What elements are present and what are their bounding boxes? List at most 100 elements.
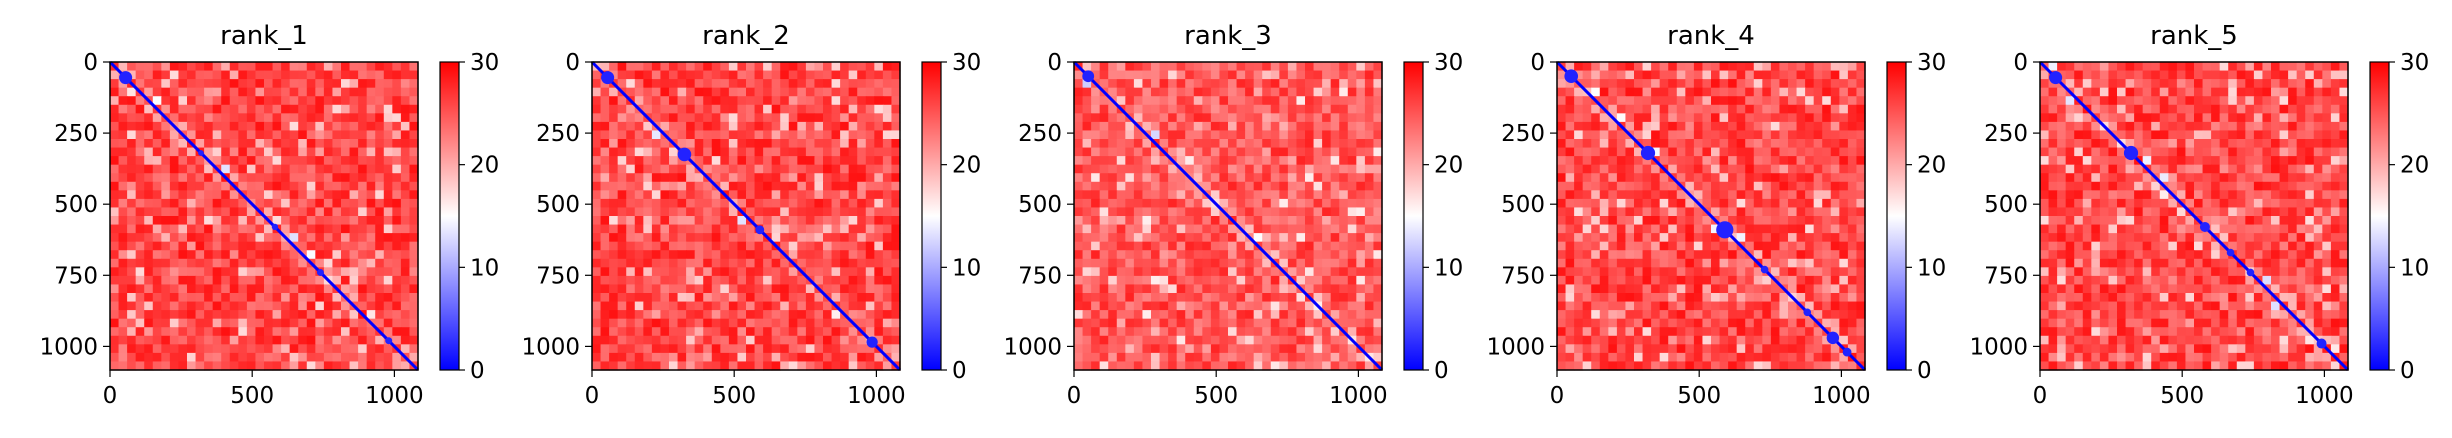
heatmap-cell	[281, 207, 291, 217]
heatmap-cell	[1634, 241, 1644, 251]
heatmap-cell	[1856, 198, 1866, 209]
heatmap-cell	[349, 310, 359, 320]
heatmap-cell	[1091, 310, 1101, 320]
heatmap-cell	[144, 121, 154, 132]
colorbar-gradient	[439, 61, 460, 371]
heatmap-cell	[255, 258, 265, 268]
heatmap-cell	[1847, 267, 1858, 277]
heatmap-cell	[118, 173, 128, 183]
heatmap-cell	[754, 147, 764, 157]
heatmap-cell	[1253, 318, 1263, 328]
heatmap-cell	[110, 104, 120, 114]
heatmap-cell	[1805, 293, 1815, 303]
heatmap-cell	[204, 224, 214, 234]
heatmap-cell	[1642, 104, 1652, 114]
heatmap-cell	[1219, 335, 1229, 345]
heatmap-cell	[1262, 241, 1272, 251]
heatmap-cell	[831, 130, 841, 140]
heatmap-cell	[1659, 293, 1669, 303]
heatmap-cell	[1796, 87, 1806, 97]
heatmap-cell	[332, 361, 342, 371]
heatmap-cell	[694, 267, 704, 277]
heatmap-cell	[1219, 190, 1229, 200]
heatmap-cell	[1364, 327, 1375, 337]
heatmap-cell	[332, 181, 342, 191]
heatmap-cell	[1599, 284, 1609, 294]
heatmap-cell	[1168, 130, 1178, 140]
heatmap-cell	[1719, 258, 1729, 268]
heatmap-cell	[1839, 147, 1849, 157]
heatmap-cell	[848, 147, 858, 157]
heatmap-cell	[323, 113, 334, 123]
heatmap-cell	[1856, 130, 1866, 140]
heatmap-cell	[1296, 121, 1306, 132]
heatmap-cell	[1625, 207, 1635, 217]
heatmap-cell	[238, 121, 248, 132]
heatmap-cell	[1591, 164, 1601, 174]
heatmap-cell	[1728, 96, 1738, 106]
heatmap-cell	[409, 156, 419, 166]
heatmap-cell	[255, 96, 265, 106]
heatmap-cell	[375, 352, 385, 363]
heatmap-cell	[1091, 173, 1101, 183]
heatmap-cell	[1116, 70, 1126, 80]
heatmap-cell	[1168, 284, 1178, 294]
heatmap-cell	[323, 121, 334, 132]
heatmap-cell	[763, 79, 773, 89]
heatmap-cell	[848, 62, 858, 72]
heatmap-cell	[592, 207, 602, 217]
heatmap-cell	[1091, 344, 1101, 354]
heatmap-cell	[848, 335, 858, 345]
heatmap-cell	[746, 62, 756, 72]
heatmap-cell	[238, 275, 248, 286]
heatmap-cell	[805, 181, 816, 191]
heatmap-cell	[1830, 241, 1840, 251]
heatmap-cell	[651, 361, 662, 371]
heatmap-cell	[187, 198, 197, 209]
heatmap-cell	[221, 224, 231, 234]
heatmap-cell	[788, 241, 798, 251]
heatmap-cell	[392, 267, 402, 277]
heatmap-cell	[1685, 181, 1695, 191]
heatmap-cell	[1151, 113, 1161, 123]
heatmap-cell	[771, 70, 781, 80]
heatmap-cell	[711, 335, 721, 345]
heatmap-cell	[204, 139, 214, 149]
heatmap-cell	[212, 352, 222, 363]
heatmap-cell	[212, 310, 222, 320]
heatmap-cell	[1770, 87, 1781, 97]
heatmap-cell	[728, 318, 739, 328]
heatmap-cell	[400, 79, 411, 89]
heatmap-cell	[400, 327, 411, 337]
heatmap-cell	[1796, 216, 1806, 226]
heatmap-cell	[1356, 335, 1366, 345]
heatmap-cell	[1287, 284, 1298, 294]
heatmap-cell	[814, 70, 824, 80]
heatmap-cell	[178, 301, 188, 311]
heatmap-cell	[1591, 216, 1601, 226]
heatmap-cell	[1753, 156, 1763, 166]
heatmap-cell	[848, 173, 858, 183]
heatmap-cell	[1305, 233, 1315, 243]
heatmap-cell	[238, 70, 248, 80]
heatmap-cell	[375, 198, 385, 209]
heatmap-cell	[874, 87, 884, 97]
heatmap-cell	[1719, 139, 1729, 149]
heatmap-cell	[1270, 113, 1280, 123]
heatmap-cell	[366, 335, 376, 345]
heatmap-cell	[1116, 164, 1126, 174]
heatmap-cell	[1770, 207, 1781, 217]
heatmap-cell	[780, 293, 790, 303]
heatmap-cell	[771, 258, 781, 268]
heatmap-cell	[135, 121, 145, 132]
heatmap-cell	[651, 267, 662, 277]
heatmap-cell	[127, 327, 137, 337]
heatmap-cell	[728, 216, 739, 226]
heatmap-cell	[643, 198, 653, 209]
heatmap-cell	[1634, 181, 1644, 191]
heatmap-cell	[1236, 104, 1246, 114]
heatmap-cell	[358, 267, 368, 277]
heatmap-cell	[1839, 275, 1849, 286]
heatmap-cell	[1133, 224, 1144, 234]
heatmap-cell	[660, 327, 670, 337]
